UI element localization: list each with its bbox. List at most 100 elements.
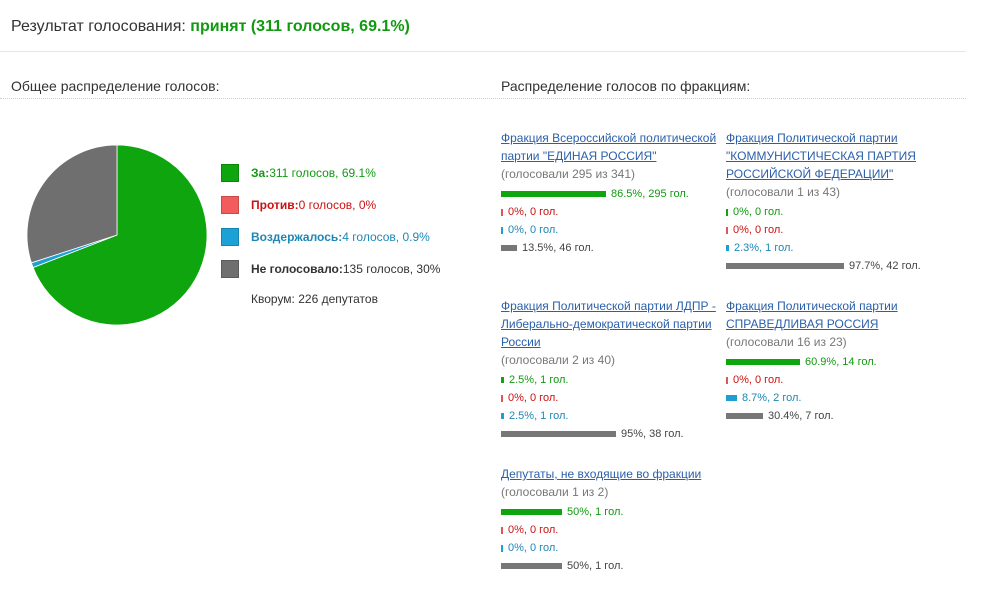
- faction-bar-absent: [501, 431, 616, 437]
- legend-value: 0 голосов, 0%: [298, 198, 377, 212]
- faction-bar-row-for: 50%, 1 гол.: [501, 503, 726, 521]
- faction-bar-absent: [501, 563, 562, 569]
- legend-item: Воздержалось: 4 голосов, 0.9%: [221, 227, 430, 247]
- faction-bar-row-abstain: 0%, 0 гол.: [501, 539, 726, 557]
- faction-bar-value: 8.7%, 2 гол.: [742, 392, 802, 404]
- vote-pie-chart: [26, 144, 208, 326]
- header-divider: [0, 51, 966, 52]
- legend-label: За:: [251, 166, 270, 180]
- faction-block: Фракция Всероссийской политической парти…: [501, 129, 726, 257]
- faction-bar-absent: [726, 413, 763, 419]
- legend-swatch: [221, 260, 239, 278]
- faction-voted-count: (голосовали 295 из 341): [501, 167, 636, 181]
- faction-block: Депутаты, не входящие во фракции (голосов…: [501, 465, 726, 575]
- faction-bar-value: 30.4%, 7 гол.: [768, 410, 834, 422]
- faction-bar-absent: [501, 245, 517, 251]
- faction-bar-row-absent: 30.4%, 7 гол.: [726, 407, 951, 425]
- faction-bar-for: [501, 509, 562, 515]
- faction-bar-abstain: [501, 544, 503, 552]
- faction-bar-value: 50%, 1 гол.: [567, 560, 624, 572]
- faction-bar-value: 97.7%, 42 гол.: [849, 260, 921, 272]
- faction-bar-row-against: 0%, 0 гол.: [501, 203, 726, 221]
- faction-link[interactable]: Депутаты, не входящие во фракции: [501, 467, 702, 481]
- faction-block: Фракция Политической партии СПРАВЕДЛИВАЯ…: [726, 297, 951, 425]
- legend-swatch: [221, 228, 239, 246]
- faction-bar-for: [501, 191, 606, 197]
- pie-slice-0: [32, 144, 208, 326]
- faction-bar-value: 0%, 0 гол.: [508, 524, 559, 536]
- vote-result-value: принят (311 голосов, 69.1%): [190, 18, 410, 35]
- faction-bar-value: 0%, 0 гол.: [733, 224, 784, 236]
- factions-title: Распределение голосов по фракциям:: [501, 78, 751, 94]
- faction-link[interactable]: Фракция Политической партии "КОММУНИСТИЧ…: [726, 131, 916, 181]
- faction-bar-against: [501, 394, 503, 402]
- faction-bar-value: 50%, 1 гол.: [567, 506, 624, 518]
- faction-bar-value: 0%, 0 гол.: [733, 206, 784, 218]
- faction-bar-against: [726, 376, 728, 384]
- faction-bar-value: 2.5%, 1 гол.: [509, 410, 569, 422]
- faction-bar-abstain: [726, 395, 737, 401]
- faction-bar-value: 0%, 0 гол.: [508, 206, 559, 218]
- vote-result: Результат голосования: принят (311 голос…: [11, 18, 410, 36]
- faction-block: Фракция Политической партии "КОММУНИСТИЧ…: [726, 129, 951, 275]
- faction-block: Фракция Политической партии ЛДПР - Либер…: [501, 297, 726, 443]
- faction-bar-value: 2.5%, 1 гол.: [509, 374, 569, 386]
- faction-bar-row-for: 2.5%, 1 гол.: [501, 371, 726, 389]
- faction-bar-for: [501, 377, 504, 383]
- faction-bar-value: 0%, 0 гол.: [508, 542, 559, 554]
- faction-bar-row-for: 0%, 0 гол.: [726, 203, 951, 221]
- faction-bar-abstain: [726, 245, 729, 251]
- faction-bar-row-absent: 50%, 1 гол.: [501, 557, 726, 575]
- faction-bar-for: [726, 359, 800, 365]
- faction-bar-value: 60.9%, 14 гол.: [805, 356, 877, 368]
- legend-label: Воздержалось:: [251, 230, 343, 244]
- faction-bar-abstain: [501, 413, 504, 419]
- faction-bar-row-abstain: 2.3%, 1 гол.: [726, 239, 951, 257]
- faction-voted-count: (голосовали 1 из 2): [501, 485, 609, 499]
- legend-value: 4 голосов, 0.9%: [342, 230, 430, 244]
- faction-bar-abstain: [501, 226, 503, 234]
- faction-bar-row-against: 0%, 0 гол.: [501, 389, 726, 407]
- faction-bar-against: [726, 226, 728, 234]
- legend-item: Не голосовало: 135 голосов, 30%: [221, 259, 440, 279]
- faction-bar-value: 0%, 0 гол.: [508, 224, 559, 236]
- faction-bar-absent: [726, 263, 844, 269]
- faction-bar-value: 2.3%, 1 гол.: [734, 242, 794, 254]
- faction-bar-value: 0%, 0 гол.: [508, 392, 559, 404]
- faction-bar-row-for: 60.9%, 14 гол.: [726, 353, 951, 371]
- legend-item: Против: 0 голосов, 0%: [221, 195, 376, 215]
- legend-label: Не голосовало:: [251, 262, 343, 276]
- section-divider: [0, 98, 966, 99]
- faction-bar-row-absent: 95%, 38 гол.: [501, 425, 726, 443]
- faction-link[interactable]: Фракция Политической партии СПРАВЕДЛИВАЯ…: [726, 299, 898, 331]
- legend-value: 135 голосов, 30%: [342, 262, 441, 276]
- faction-bar-value: 86.5%, 295 гол.: [611, 188, 689, 200]
- legend-item: За: 311 голосов, 69.1%: [221, 163, 376, 183]
- quorum-text: Кворум: 226 депутатов: [251, 292, 378, 306]
- faction-voted-count: (голосовали 2 из 40): [501, 353, 615, 367]
- faction-bar-row-absent: 13.5%, 46 гол.: [501, 239, 726, 257]
- faction-bar-row-abstain: 8.7%, 2 гол.: [726, 389, 951, 407]
- faction-bar-row-abstain: 0%, 0 гол.: [501, 221, 726, 239]
- faction-bar-row-against: 0%, 0 гол.: [726, 371, 951, 389]
- faction-bar-value: 95%, 38 гол.: [621, 428, 684, 440]
- legend-value: 311 голосов, 69.1%: [269, 166, 376, 180]
- faction-bar-for: [726, 208, 728, 216]
- legend-swatch: [221, 164, 239, 182]
- legend-label: Против:: [251, 198, 299, 212]
- faction-voted-count: (голосовали 1 из 43): [726, 185, 840, 199]
- faction-bar-row-for: 86.5%, 295 гол.: [501, 185, 726, 203]
- faction-bar-row-against: 0%, 0 гол.: [726, 221, 951, 239]
- faction-bar-against: [501, 208, 503, 216]
- faction-bar-row-abstain: 2.5%, 1 гол.: [501, 407, 726, 425]
- vote-result-label: Результат голосования:: [11, 18, 186, 35]
- faction-bar-against: [501, 526, 503, 534]
- faction-link[interactable]: Фракция Политической партии ЛДПР - Либер…: [501, 299, 716, 349]
- overall-title: Общее распределение голосов:: [11, 78, 220, 94]
- faction-bar-value: 0%, 0 гол.: [733, 374, 784, 386]
- faction-bar-row-against: 0%, 0 гол.: [501, 521, 726, 539]
- faction-bar-value: 13.5%, 46 гол.: [522, 242, 594, 254]
- faction-voted-count: (голосовали 16 из 23): [726, 335, 847, 349]
- legend-swatch: [221, 196, 239, 214]
- faction-link[interactable]: Фракция Всероссийской политической парти…: [501, 131, 717, 163]
